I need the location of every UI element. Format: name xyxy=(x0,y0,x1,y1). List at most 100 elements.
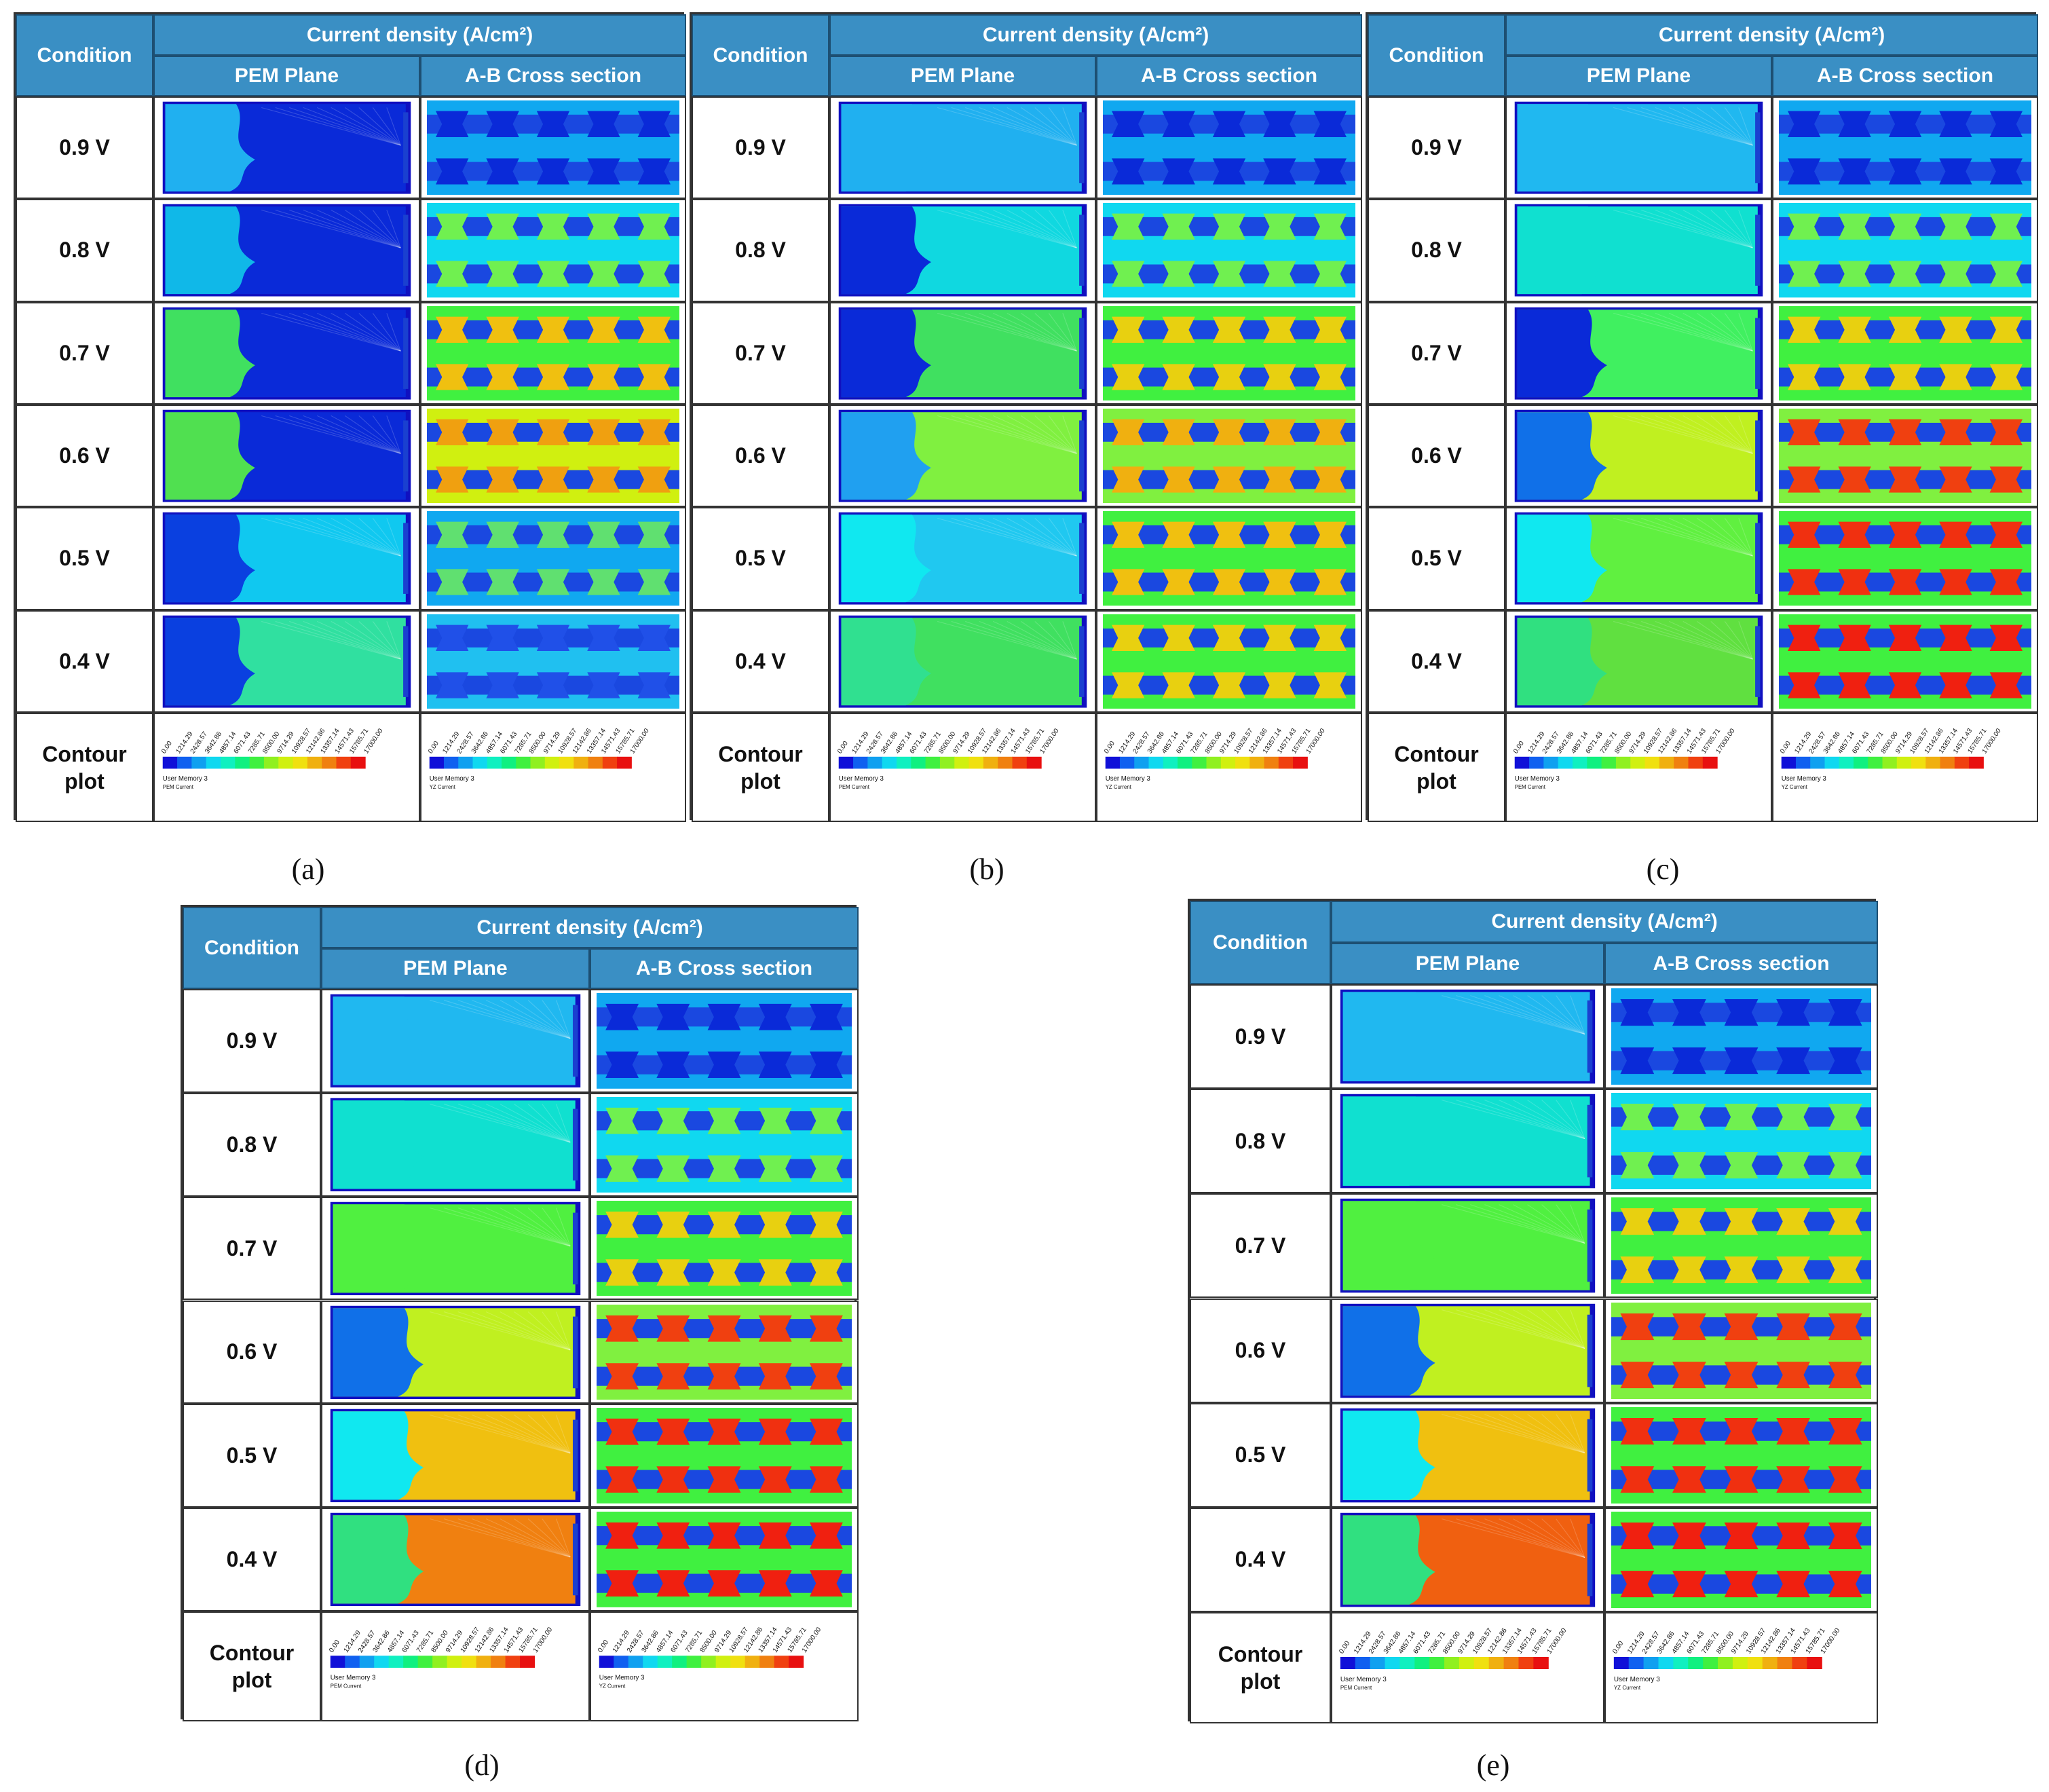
voltage-label: 0.5 V xyxy=(183,1404,321,1508)
xs-rib-spot xyxy=(1776,1570,1810,1597)
pem-plane-header: PEM Plane xyxy=(153,56,420,96)
pem-outlet xyxy=(403,626,409,697)
pem-current-map xyxy=(838,307,1087,400)
pem-outlet xyxy=(1587,1523,1593,1597)
pem-streak xyxy=(1696,415,1753,454)
pem-streak xyxy=(457,1000,571,1039)
xs-rib-spot xyxy=(1989,111,2023,137)
pem-inlet-region xyxy=(165,412,255,500)
pem-streak xyxy=(1655,415,1753,454)
pem-streak xyxy=(1442,1204,1585,1244)
legend-color-swatch xyxy=(954,756,970,769)
xs-rib-spot xyxy=(1888,466,1922,493)
pem-streak xyxy=(1738,312,1753,352)
voltage-label: 0.9 V xyxy=(1368,96,1505,200)
contour-legend: 0.00 1214.292428.573642.864857.146071.437… xyxy=(1103,727,1327,790)
cross-section-cell xyxy=(1096,507,1362,610)
pem-outlet xyxy=(1079,626,1085,697)
pem-streak xyxy=(1669,107,1753,146)
pem-streak xyxy=(303,415,401,454)
pem-inlet-region xyxy=(165,515,255,603)
pem-streak xyxy=(472,1518,571,1558)
xs-rib-spot xyxy=(605,1419,639,1445)
voltage-label: 0.4 V xyxy=(1190,1507,1331,1612)
pem-streak xyxy=(1048,312,1077,352)
voltage-label: 0.5 V xyxy=(1368,507,1505,610)
legend-color-swatch xyxy=(447,1656,462,1668)
voltage-label: 0.6 V xyxy=(692,405,829,508)
pem-streak xyxy=(527,1207,571,1246)
xs-rib-spot xyxy=(656,1466,690,1493)
xs-rib-spot xyxy=(758,1570,792,1597)
legend-color-swatch xyxy=(530,756,546,769)
contour-label-line1: Contour xyxy=(42,741,127,766)
xs-rib-spot xyxy=(1263,569,1296,595)
pem-inlet-region xyxy=(333,1203,424,1293)
xs-rib-spot xyxy=(1263,419,1296,445)
xs-rib-spot xyxy=(1212,522,1246,548)
panel-caption: (a) xyxy=(291,853,325,886)
xs-rib-spot xyxy=(637,316,671,343)
xs-rib-spot xyxy=(1989,158,2023,185)
contour-plot-label: Contour plot xyxy=(1368,713,1505,822)
legend-tick-label: 0.00 xyxy=(160,740,174,755)
xs-rib-spot xyxy=(758,1362,792,1389)
pem-streak xyxy=(317,415,401,454)
xs-rib-spot xyxy=(1263,624,1296,651)
voltage-label: 0.7 V xyxy=(1190,1193,1331,1299)
pem-outlet xyxy=(1755,626,1761,697)
legend-color-swatch xyxy=(588,756,603,769)
xs-rib-spot xyxy=(1828,1361,1862,1388)
contour-plot-label: Contour plot xyxy=(16,713,153,822)
xs-rib-spot xyxy=(1724,1570,1759,1597)
cross-section-cell xyxy=(420,507,686,610)
pem-streak xyxy=(1541,1413,1585,1453)
pem-streak xyxy=(979,518,1077,557)
contour-label-line2: plot xyxy=(1416,768,1456,794)
xs-rib-spot xyxy=(587,261,620,287)
pem-current-map xyxy=(330,1305,581,1399)
pem-inlet-region xyxy=(1342,1515,1435,1605)
pem-streak xyxy=(555,1311,571,1350)
xs-rib-spot xyxy=(656,1570,690,1597)
legend-title: User Memory 3 xyxy=(1782,775,1827,783)
xs-rib-spot xyxy=(1776,1208,1810,1235)
pem-streak xyxy=(1442,995,1585,1035)
pem-streak xyxy=(261,210,401,249)
legend-color-swatch xyxy=(516,756,531,769)
yz-current-map xyxy=(1779,203,2031,298)
xs-rib-spot xyxy=(605,1258,639,1286)
voltage-label: 0.6 V xyxy=(16,405,153,508)
pem-streak xyxy=(344,210,401,248)
pem-streak xyxy=(1062,312,1077,352)
pem-streak xyxy=(289,620,401,660)
pem-streak xyxy=(1470,1413,1585,1453)
pem-inlet-region xyxy=(1517,104,1607,192)
pem-streak xyxy=(261,415,401,454)
xs-rib-spot xyxy=(656,1107,690,1134)
cross-section-cell xyxy=(1096,96,1362,200)
legend-color-swatch xyxy=(1587,756,1602,769)
pem-streak xyxy=(457,1518,571,1558)
contour-legend: 0.00 1214.292428.573642.864857.146071.437… xyxy=(1779,727,2003,790)
pem-streak xyxy=(1020,415,1077,454)
pem-streak xyxy=(331,312,401,352)
legend-color-swatch xyxy=(745,1656,760,1668)
xs-rib-spot xyxy=(605,1155,639,1182)
pem-streak xyxy=(485,1207,571,1247)
xs-rib-spot xyxy=(1838,316,1871,343)
pem-streak xyxy=(317,312,401,352)
pem-streak xyxy=(1655,312,1753,352)
pem-current-map xyxy=(838,101,1087,194)
xs-rib-spot xyxy=(1939,214,1972,240)
legend-color-swatch xyxy=(1762,1657,1778,1669)
xs-rib-spot xyxy=(1888,419,1922,445)
pem-streak xyxy=(1499,995,1585,1035)
legend-color-swatch xyxy=(730,1656,746,1668)
pem-legend-cell: 0.00 1214.29 2428.57 3642.86 4857.14 6071.43 7… xyxy=(1505,713,1772,822)
pem-streak xyxy=(1669,620,1753,660)
legend-color-swatch xyxy=(1673,1657,1689,1669)
panel-table: Condition Current density (A/cm²) PEM Plan… xyxy=(690,12,1362,822)
pem-streak xyxy=(937,107,1077,146)
pem-plane-cell xyxy=(321,989,590,1093)
